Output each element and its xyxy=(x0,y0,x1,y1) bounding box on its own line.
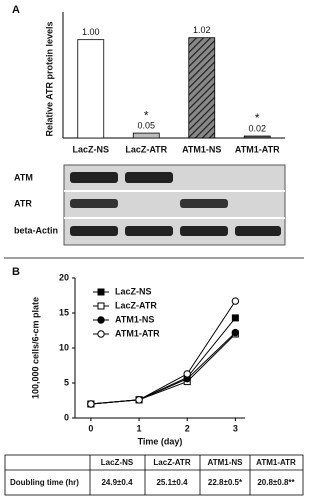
legend-label: ATM1-NS xyxy=(115,314,154,324)
x-tick-label: LacZ-NS xyxy=(72,144,109,154)
western-blot: ATM ATR beta-Actin xyxy=(14,164,286,246)
table-header: LacZ-ATR xyxy=(153,458,190,467)
bar xyxy=(188,37,216,139)
blot-row-label: beta-Actin xyxy=(14,225,58,235)
legend-label: LacZ-ATR xyxy=(115,300,157,310)
y-tick-label: 15 xyxy=(59,307,69,317)
x-tick-label: 2 xyxy=(185,423,190,433)
value-label: 0.05 xyxy=(137,120,155,130)
marker xyxy=(87,400,95,408)
blot-row-label: ATR xyxy=(14,198,32,208)
x-tick-label: ATM1-ATR xyxy=(235,144,280,154)
band xyxy=(70,199,118,208)
table-frame xyxy=(4,454,304,496)
x-axis-title: Time (day) xyxy=(138,436,183,446)
band xyxy=(235,226,281,236)
significance-mark: * xyxy=(255,111,260,125)
table: LacZ-NS LacZ-ATR ATM1-NS ATM1-ATR Doubli… xyxy=(4,454,304,496)
marker xyxy=(135,396,143,404)
x-tick-label: 0 xyxy=(88,423,93,433)
marker xyxy=(97,288,105,296)
table-cell: 25.1±0.4 xyxy=(156,478,188,487)
band xyxy=(70,172,118,183)
series-line xyxy=(90,300,236,405)
table-header: ATM1-NS xyxy=(208,458,244,467)
table-header: ATM1-ATR xyxy=(256,458,296,467)
y-axis-title: 100,000 cells/6-cm plate xyxy=(30,297,40,399)
marker xyxy=(183,370,191,378)
legend-label: LacZ-NS xyxy=(115,286,152,296)
band xyxy=(180,226,228,236)
value-label: 0.02 xyxy=(248,123,266,133)
bar xyxy=(132,132,160,139)
marker xyxy=(97,330,105,338)
table-cell: 20.8±0.8** xyxy=(257,478,295,487)
table-cell: 24.9±0.4 xyxy=(101,478,133,487)
marker xyxy=(97,302,105,310)
value-label: 1.00 xyxy=(82,27,100,37)
band xyxy=(70,226,118,236)
y-axis-title: Relative ATR protein levels xyxy=(44,21,54,136)
y-tick-label: 20 xyxy=(59,272,69,282)
band xyxy=(125,226,173,236)
band xyxy=(125,172,173,183)
figure: A B ATM ATR beta-Actin LacZ-NS LacZ-ATR … xyxy=(4,4,304,496)
bar xyxy=(243,135,271,139)
y-tick-label: 0 xyxy=(64,412,69,422)
y-tick-label: 10 xyxy=(59,342,69,352)
marker xyxy=(231,297,240,305)
x-tick-label: LacZ-ATR xyxy=(125,144,167,154)
x-tick-label: 1 xyxy=(137,423,142,433)
x-tick-label: ATM1-NS xyxy=(182,144,221,154)
marker xyxy=(231,328,240,337)
bar xyxy=(77,39,105,139)
value-label: 1.02 xyxy=(193,25,211,35)
table-row-label: Doubling time (hr) xyxy=(10,478,79,487)
marker xyxy=(97,316,105,324)
table-cell: 22.8±0.5* xyxy=(208,478,243,487)
marker xyxy=(231,314,239,322)
x-tick-label: 3 xyxy=(233,423,238,433)
panel-label: B xyxy=(12,266,20,278)
series-line xyxy=(90,332,236,405)
panel-label: A xyxy=(12,4,20,16)
band xyxy=(180,199,228,208)
legend-label: ATM1-ATR xyxy=(115,328,160,338)
table-header: LacZ-NS xyxy=(101,458,134,467)
blot-row-label: ATM xyxy=(14,172,33,182)
significance-mark: * xyxy=(144,108,149,122)
y-tick-label: 5 xyxy=(64,377,69,387)
